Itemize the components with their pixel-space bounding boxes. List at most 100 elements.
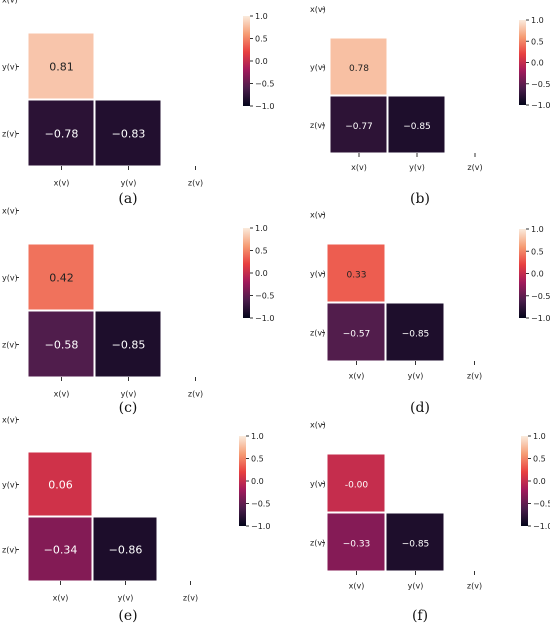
y-tick-label: y(v)	[310, 63, 326, 72]
y-tick-label: y(v)	[2, 274, 18, 283]
colorbar-tick-label: −1.0	[251, 522, 270, 531]
y-tick-label: z(v)	[310, 121, 325, 130]
cell-value-label: −0.85	[402, 540, 430, 550]
panel-caption: (c)	[119, 400, 138, 416]
heatmap-cell	[326, 453, 386, 513]
cell-value-label: 0.42	[49, 272, 74, 285]
panel-caption: (d)	[410, 400, 430, 416]
y-tick-label: x(v)	[310, 5, 326, 14]
colorbar-tick-label: 0.0	[533, 477, 546, 486]
panel-caption: (b)	[410, 191, 430, 207]
x-tick-label: x(v)	[351, 163, 367, 172]
colorbar-tick-label: 0.0	[251, 477, 264, 486]
heatmap-cell	[387, 95, 446, 154]
cell-value-label: 0.78	[349, 64, 369, 74]
colorbar-tick-label: 0.0	[531, 270, 544, 279]
y-tick-label: z(v)	[310, 539, 325, 548]
heatmap-panel-c: 0.42 −0.58 −0.85 x(v) y(v) z(v) x(v) y(v) z(v) 1.…	[2, 207, 274, 417]
y-tick-label: y(v)	[310, 270, 326, 279]
y-tick-label: x(v)	[2, 0, 18, 5]
x-tick-label: x(v)	[54, 390, 70, 399]
cell-value-label: −0.78	[45, 128, 79, 141]
cell-value-label: −0.34	[44, 544, 78, 557]
panel-caption: (a)	[118, 191, 137, 207]
colorbar-tick-label: −0.5	[533, 500, 550, 509]
cell-value-label: −0.77	[345, 122, 373, 132]
colorbar-tick-label: −1.0	[255, 314, 274, 323]
cell-value-label: -0.00	[345, 481, 369, 491]
colorbar-tick-label: −0.5	[255, 292, 274, 301]
colorbar-tick-label: −1.0	[531, 101, 550, 110]
cell-value-label: −0.58	[45, 339, 79, 352]
x-tick-label: z(v)	[467, 372, 482, 381]
cell-value-label: 0.81	[49, 61, 74, 74]
colorbar-tick-label: 0.5	[533, 455, 546, 464]
cell-value-label: −0.85	[402, 330, 430, 340]
x-tick-label: y(v)	[121, 390, 137, 399]
colorbar-tick-label: −1.0	[531, 314, 550, 323]
heatmap-cell	[27, 516, 93, 582]
heatmap-cell	[329, 37, 388, 96]
heatmap-cell	[27, 310, 95, 378]
cell-value-label: −0.86	[109, 544, 143, 557]
y-tick-label: x(v)	[2, 207, 18, 216]
panel-caption: (f)	[412, 608, 428, 623]
colorbar-tick-label: −0.5	[251, 500, 270, 509]
colorbar-tick-label: −0.5	[531, 292, 550, 301]
colorbar-tick-label: 1.0	[533, 432, 546, 441]
heatmap-cell	[94, 310, 162, 378]
x-tick-label: y(v)	[118, 594, 134, 603]
heatmap-cell	[92, 516, 158, 582]
heatmap-cell	[27, 32, 95, 100]
cell-value-label: 0.06	[48, 479, 73, 492]
colorbar	[243, 228, 250, 318]
colorbar-tick-label: −0.5	[255, 80, 274, 89]
colorbar	[521, 436, 528, 526]
heatmap-cell	[385, 302, 445, 362]
x-tick-label: z(v)	[188, 390, 203, 399]
heatmap-panel-f: -0.00 −0.33 −0.85 x(v) y(v) z(v) x(v) y(v) z(v) 1…	[310, 421, 550, 623]
colorbar-tick-label: 0.0	[531, 59, 544, 68]
y-tick-label: x(v)	[310, 421, 326, 430]
colorbar-tick-label: 0.5	[251, 455, 264, 464]
colorbar	[239, 436, 246, 526]
cell-value-label: −0.83	[112, 128, 146, 141]
y-tick-label: y(v)	[2, 481, 18, 490]
colorbar-tick-label: 0.5	[255, 35, 268, 44]
colorbar-tick-label: 0.0	[255, 57, 268, 66]
cell-value-label: −0.85	[403, 122, 431, 132]
x-tick-label: z(v)	[467, 582, 482, 591]
y-tick-label: z(v)	[2, 341, 17, 350]
cell-value-label: −0.57	[343, 330, 371, 340]
colorbar-tick-label: −1.0	[255, 102, 274, 111]
heatmap-panel-d: 0.33 −0.57 −0.85 x(v) y(v) z(v) x(v) y(v) z(v) 1.…	[310, 211, 550, 417]
x-tick-label: y(v)	[408, 582, 424, 591]
colorbar-tick-label: 0.5	[531, 247, 544, 256]
heatmap-cell	[329, 95, 388, 154]
cell-value-label: −0.33	[343, 540, 371, 550]
heatmap-cell	[94, 99, 162, 167]
y-tick-label: z(v)	[310, 329, 325, 338]
y-tick-label: y(v)	[310, 480, 326, 489]
colorbar-tick-label: 0.5	[255, 247, 268, 256]
heatmap-cell	[326, 302, 386, 362]
y-tick-label: z(v)	[2, 546, 17, 555]
colorbar-tick-label: 1.0	[531, 16, 544, 25]
heatmap-panel-a: 0.81 −0.78 −0.83 x(v) y(v) z(v) x(v) y(v) z(v) 1.…	[2, 0, 274, 207]
heatmap-cell	[27, 451, 93, 517]
heatmap-cell	[326, 512, 386, 572]
cell-value-label: 0.33	[346, 271, 366, 281]
colorbar-tick-label: 1.0	[255, 12, 268, 21]
y-tick-label: y(v)	[2, 63, 18, 72]
cell-value-label: −0.85	[112, 339, 146, 352]
x-tick-label: x(v)	[54, 179, 70, 188]
colorbar	[519, 229, 526, 318]
x-tick-label: x(v)	[349, 582, 365, 591]
x-tick-label: y(v)	[121, 179, 137, 188]
colorbar-tick-label: −0.5	[531, 80, 550, 89]
colorbar-tick-label: −1.0	[533, 522, 550, 531]
heatmap-panel-e: 0.06 −0.34 −0.86 x(v) y(v) z(v) x(v) y(v) z(v) 1.…	[2, 416, 270, 623]
colorbar	[243, 16, 250, 106]
heatmap-cell	[27, 99, 95, 167]
